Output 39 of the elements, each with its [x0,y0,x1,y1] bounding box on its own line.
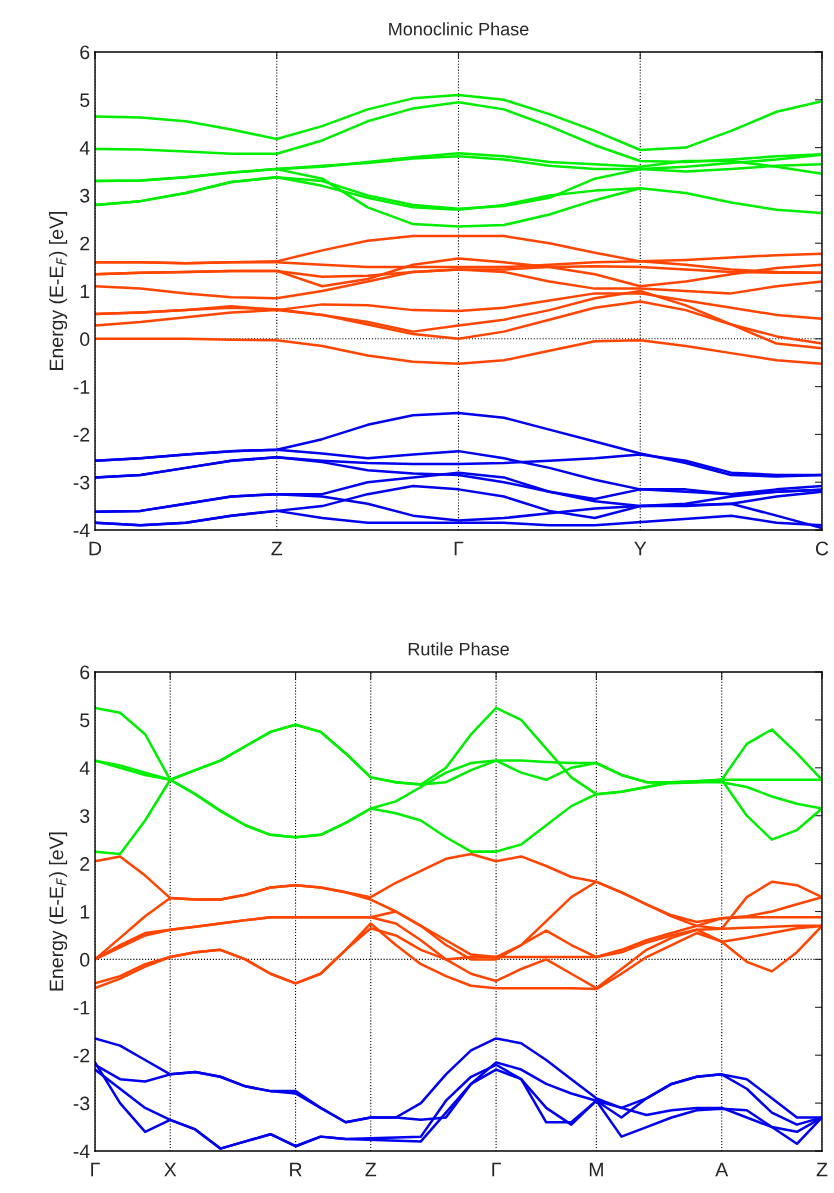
y-tick-label: -3 [73,475,90,490]
x-tick-label: Γ [91,1162,100,1177]
y-tick-label: 3 [80,809,90,823]
x-tick-label: M [589,1162,603,1177]
y-axis-title: Energy (E-E$_{F}$) [eV] [49,832,68,991]
y-tick-label: 4 [79,141,90,155]
x-tick-label: Z [816,1162,828,1177]
y-tick-label: 6 [80,665,90,680]
y-tick-label: 1 [80,905,90,919]
y-tick-label: 4 [79,761,90,775]
y-tick-label: -2 [73,1048,90,1063]
y-tick-label: 1 [80,284,90,299]
y-tick-label: -4 [73,1144,90,1159]
y-tick-label: -4 [73,523,90,538]
x-tick-label: Γ [454,541,464,556]
x-tick-label: X [164,1162,177,1177]
y-tick-label: 0 [80,952,90,967]
y-tick-label: -1 [73,1000,90,1015]
y-tick-label: 5 [80,93,90,108]
y-axis-title: Energy (E-E$_{F}$) [eV] [49,211,68,370]
y-tick-label: 6 [80,45,90,60]
y-tick-label: 2 [80,857,90,871]
y-tick-label: 5 [80,713,90,728]
x-tick-label: Γ [492,1162,501,1177]
x-tick-label: D [89,541,102,556]
x-tick-label: C [815,541,829,556]
y-tick-label: -2 [73,427,90,442]
chart-title: Rutile Phase [408,642,509,656]
y-tick-label: -3 [73,1096,90,1111]
y-tick-label: 3 [80,188,90,203]
x-tick-label: Z [271,541,283,556]
x-tick-label: Z [365,1162,377,1177]
y-tick-label: 2 [80,236,90,251]
y-tick-label: -1 [73,380,90,394]
y-tick-label: 0 [80,332,90,347]
chart-title: Monoclinic Phase [389,22,529,36]
x-tick-label: R [290,1162,302,1177]
x-tick-label: A [715,1162,729,1177]
x-tick-label: Y [634,541,647,556]
